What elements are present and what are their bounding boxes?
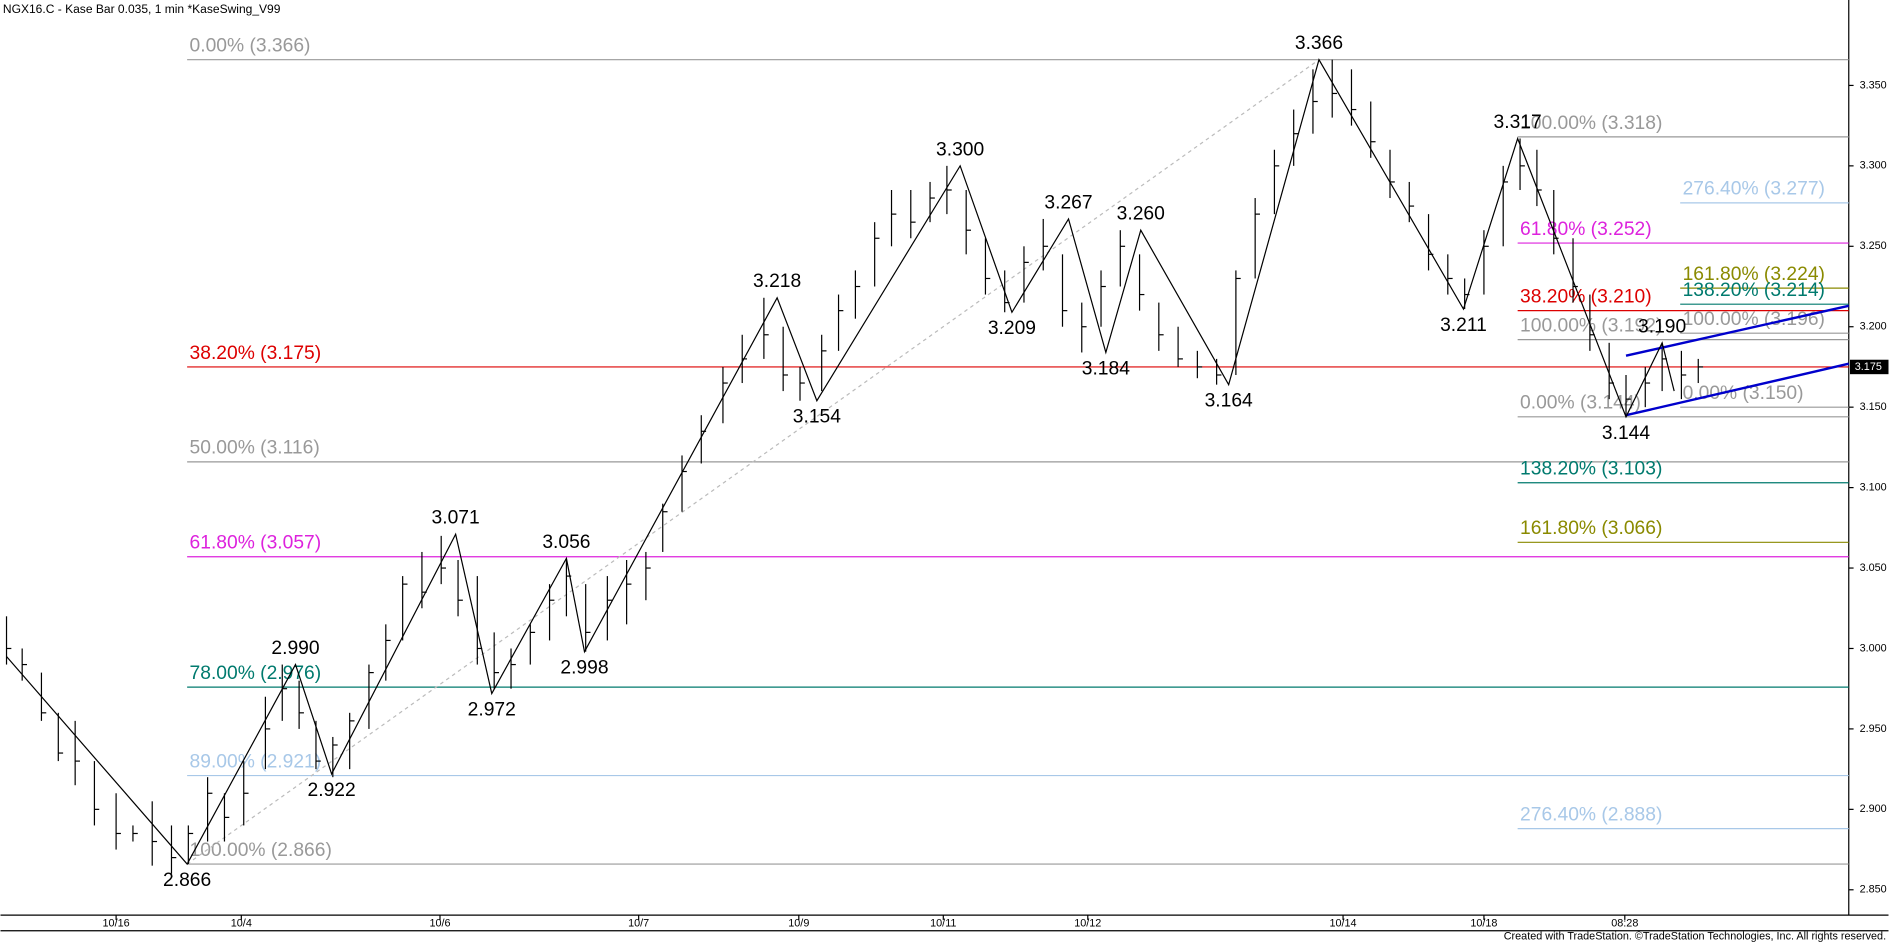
swing-label: 3.071	[432, 508, 480, 529]
fib-label: 276.40% (3.277)	[1683, 179, 1825, 200]
swing-label: 3.144	[1602, 423, 1650, 444]
x-tick-label: 08:28	[1611, 917, 1638, 929]
swing-label: 2.866	[163, 870, 211, 891]
y-tick-label: 3.200	[1860, 321, 1887, 333]
swing-label: 3.190	[1638, 316, 1686, 337]
y-tick-label: 3.250	[1860, 240, 1887, 252]
x-tick-label: 10/4	[231, 917, 252, 929]
fib-label: 0.00% (3.144)	[1520, 393, 1641, 414]
fib-label: 100.00% (3.196)	[1683, 309, 1825, 330]
x-tick-label: 10/11	[930, 917, 956, 929]
x-tick-label: 10/6	[429, 917, 450, 929]
x-tick-label: 10/16	[103, 917, 130, 929]
fib-label: 50.00% (3.116)	[190, 438, 320, 459]
swing-label: 3.317	[1494, 112, 1542, 133]
swing-label: 3.154	[793, 407, 841, 428]
y-tick-label: 3.100	[1860, 481, 1887, 493]
swing-label: 3.218	[753, 271, 801, 292]
swing-label: 3.184	[1082, 358, 1130, 379]
fib-label: 61.80% (3.252)	[1520, 219, 1652, 240]
y-tick-label: 3.150	[1860, 401, 1887, 413]
swing-label: 3.164	[1205, 391, 1253, 412]
swing-label: 3.260	[1117, 204, 1165, 225]
swing-label: 2.990	[271, 638, 319, 659]
swing-label: 3.267	[1044, 192, 1092, 213]
y-tick-label: 2.900	[1860, 803, 1887, 815]
channel-line	[1625, 362, 1850, 417]
y-tick-label: 2.850	[1860, 884, 1887, 896]
swing-label: 3.300	[936, 139, 984, 160]
fib-label: 138.20% (3.103)	[1520, 459, 1662, 480]
fib-label: 38.20% (3.175)	[190, 343, 322, 364]
swing-label: 2.998	[560, 658, 608, 679]
y-tick-label: 2.950	[1860, 723, 1887, 735]
last-price-label: 3.175	[1855, 361, 1882, 373]
fib-label: 61.80% (3.057)	[190, 533, 322, 554]
last-price-box	[1849, 359, 1889, 375]
swing-label: 3.209	[988, 318, 1036, 339]
fib-label: 100.00% (2.866)	[190, 840, 332, 861]
x-tick-label: 10/7	[628, 917, 649, 929]
swing-label: 3.366	[1295, 33, 1343, 54]
fib-label: 0.00% (3.366)	[190, 36, 311, 57]
y-tick-label: 3.000	[1860, 642, 1887, 654]
fib-label: 276.40% (2.888)	[1520, 805, 1662, 826]
footer: Created with TradeStation. ©TradeStation…	[1504, 931, 1886, 943]
swing-label: 3.211	[1440, 315, 1487, 336]
x-tick-label: 10/18	[1470, 917, 1497, 929]
fib-label: 0.00% (3.150)	[1683, 383, 1804, 404]
y-tick-label: 3.050	[1860, 562, 1887, 574]
fib-label: 161.80% (3.224)	[1683, 264, 1825, 285]
fib-label: 138.20% (3.214)	[1683, 280, 1825, 301]
y-tick-label: 3.350	[1860, 79, 1887, 91]
swing-label: 2.922	[308, 780, 356, 801]
x-tick-label: 10/12	[1074, 917, 1101, 929]
x-tick-label: 10/9	[788, 917, 809, 929]
y-tick-label: 3.300	[1860, 160, 1887, 172]
trendline	[186, 59, 1320, 865]
fib-label: 89.00% (2.921)	[190, 751, 322, 772]
swing-label: 2.972	[468, 699, 516, 720]
fib-label: 161.80% (3.066)	[1520, 518, 1662, 539]
fib-label: 100.00% (3.318)	[1520, 113, 1662, 134]
swing-label: 3.056	[542, 532, 590, 553]
swing-line	[6, 58, 1675, 866]
fib-label: 38.20% (3.210)	[1520, 286, 1652, 307]
chart-title: NGX16.C - Kase Bar 0.035, 1 min *KaseSwi…	[3, 2, 281, 16]
x-tick-label: 10/14	[1329, 917, 1356, 929]
